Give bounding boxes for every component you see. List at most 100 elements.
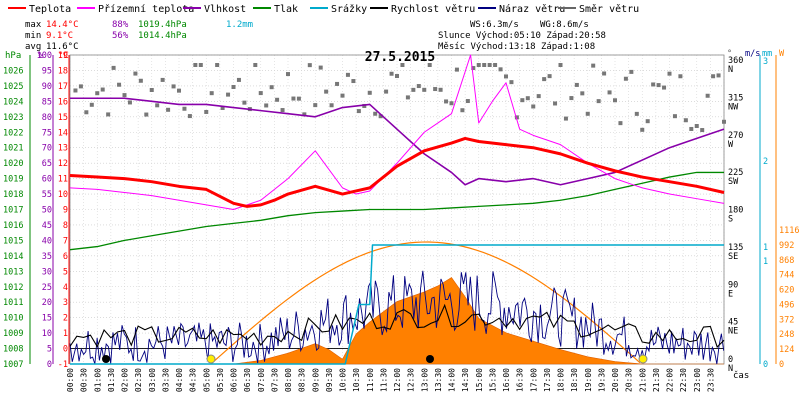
tick-label-percent: 85 — [42, 97, 52, 107]
legend: Teplota Přízemní teplota Vlhkost Tlak Srážky… — [8, 3, 639, 15]
tick-label-celsius: 6 — [63, 252, 68, 262]
wind-direction-dot — [547, 74, 552, 79]
tick-label-hpa: 1016 — [3, 221, 23, 231]
series-lines — [69, 54, 726, 365]
tick-label-ms: 1 — [763, 257, 768, 267]
wind-direction-dot — [275, 97, 280, 102]
tick-label-time: 07:30 — [270, 368, 279, 392]
tick-label-wm2: 124 — [779, 345, 794, 355]
tick-label-wm2: 744 — [779, 271, 794, 281]
wind-direction-dot — [160, 77, 165, 82]
tick-label-hpa: 1013 — [3, 267, 23, 277]
tick-label-percent: 15 — [42, 314, 52, 324]
wind-direction-dot — [280, 108, 285, 113]
wind-direction-dot — [100, 87, 105, 92]
stat-gust: WG:8.6m/s — [540, 20, 589, 30]
moonset-icon — [102, 355, 110, 363]
stats-block: max 14.4°C 88% 1019.4hPa 1.2mm min 9.1°C… — [25, 20, 606, 52]
tick-label-wm2: 868 — [779, 256, 794, 266]
wind-direction-dot — [411, 87, 416, 92]
wind-direction-dot — [373, 111, 378, 116]
tick-label-time: 12:30 — [407, 368, 416, 392]
tick-label-hpa: 1021 — [3, 144, 23, 154]
wind-direction-dot — [645, 119, 650, 124]
wind-direction-dot — [678, 74, 683, 79]
tick-label-time: 16:00 — [502, 368, 511, 392]
tick-label-time: 21:30 — [652, 368, 661, 392]
wind-direction-dot — [531, 104, 536, 109]
wind-direction-dot — [193, 63, 198, 67]
wind-direction-dot — [602, 71, 607, 76]
tick-label-percent: 40 — [42, 236, 52, 246]
tick-label-time: 16:30 — [516, 368, 525, 392]
wind-direction-dot — [253, 63, 258, 67]
wind-direction-dot — [215, 63, 220, 67]
tick-label-percent: 35 — [42, 252, 52, 262]
wind-direction-dot — [220, 105, 225, 110]
tick-label-time: 11:30 — [379, 368, 388, 392]
tick-label-winddir: 225 — [728, 168, 743, 178]
tick-label-time: 14:30 — [461, 368, 470, 392]
wind-direction-dot — [438, 87, 443, 92]
wind-direction-dot — [144, 112, 149, 117]
tick-label-winddir-name: N — [728, 65, 733, 75]
stat-min-temp: 9.1°C — [46, 31, 73, 41]
tick-label-hpa: 1012 — [3, 283, 23, 293]
wind-direction-dot — [127, 100, 132, 105]
tick-label-hpa: 1014 — [3, 252, 23, 262]
wind-direction-dot — [444, 99, 449, 104]
tick-label-winddir: 360 — [728, 56, 743, 66]
tick-label-time: 04:00 — [175, 368, 184, 392]
tick-label-percent: 50 — [42, 206, 52, 216]
axis-label-hpa: hPa — [5, 51, 21, 61]
tick-label-ms: 3 — [763, 57, 768, 67]
tick-label-time: 13:30 — [434, 368, 443, 392]
wind-direction-dot — [465, 99, 470, 104]
stat-moon: Měsíc Východ:13:18 Západ:1:08 — [438, 42, 595, 52]
wind-direction-dot — [122, 93, 127, 98]
wind-direction-dot — [335, 81, 340, 86]
series-line-vlhkost — [70, 97, 725, 186]
axis-label-x: čas — [733, 370, 749, 381]
wind-direction-dot — [395, 74, 399, 79]
wind-direction-dot — [133, 71, 138, 76]
wind-direction-dot — [613, 98, 617, 103]
wind-direction-dot — [487, 63, 492, 67]
tick-label-wm2: 620 — [779, 286, 794, 296]
tick-label-time: 12:00 — [393, 368, 402, 392]
wind-direction-dot — [307, 63, 312, 68]
tick-label-time: 02:30 — [134, 368, 143, 392]
tick-label-time: 05:00 — [202, 368, 211, 392]
wind-direction-dot — [716, 73, 721, 78]
wind-direction-dot — [634, 111, 639, 116]
wind-direction-dot — [640, 127, 645, 132]
wind-direction-dot — [596, 99, 601, 104]
wind-direction-dot — [580, 91, 585, 96]
tick-label-winddir: 180 — [728, 206, 743, 216]
stat-min-hum: 56% — [112, 31, 129, 41]
tick-label-time: 06:00 — [230, 368, 239, 392]
wind-direction-dot — [683, 118, 688, 123]
wind-direction-dot — [672, 114, 677, 119]
wind-direction-dot — [231, 84, 236, 89]
tick-label-celsius: 5 — [63, 267, 68, 277]
wind-direction-dot — [405, 95, 410, 100]
wind-direction-dot — [95, 91, 100, 96]
tick-label-percent: 65 — [42, 159, 52, 169]
tick-label-time: 17:00 — [529, 368, 538, 392]
tick-label-time: 08:00 — [284, 368, 293, 392]
wind-direction-dot — [700, 128, 705, 133]
wind-direction-dot — [318, 65, 323, 70]
stat-wind: WS:6.3m/s — [470, 20, 519, 30]
axis-label-winddir: ° — [727, 49, 732, 59]
tick-label-celsius: 18 — [58, 66, 68, 76]
tick-label-hpa: 1026 — [3, 66, 23, 76]
wind-direction-dot — [416, 84, 421, 89]
tick-label-celsius: -1 — [58, 360, 68, 370]
tick-label-time: 20:00 — [611, 368, 620, 392]
tick-label-celsius: 0 — [63, 345, 68, 355]
tick-label-percent: 0 — [47, 360, 52, 370]
wind-direction-dot — [569, 96, 574, 101]
series-line-rychlost-vetru — [69, 303, 725, 348]
